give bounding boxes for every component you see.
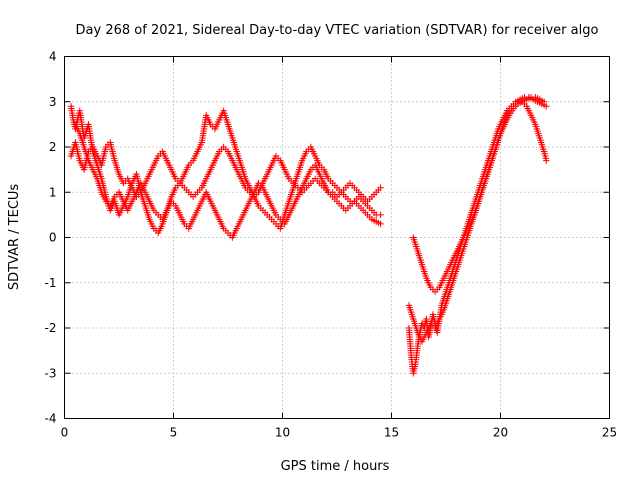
axis-ticks: 0 5 10 15 20 25 -4 -3 -2 -1 0 1 2 3 4 <box>45 50 618 440</box>
grid <box>64 56 610 419</box>
y-tick-label: -4 <box>45 412 57 426</box>
data-point <box>543 157 550 164</box>
y-tick-label: 1 <box>49 185 57 199</box>
series-trace-5 <box>405 98 550 345</box>
x-tick-label: 5 <box>170 426 178 440</box>
series-trace-3 <box>72 121 384 241</box>
data-point <box>377 184 384 191</box>
y-tick-label: 3 <box>49 95 57 109</box>
data-points <box>67 94 550 377</box>
data-point <box>377 220 384 228</box>
y-tick-label: 0 <box>49 231 57 245</box>
y-axis-label: SDTVAR / TECUs <box>7 184 22 291</box>
data-point <box>377 211 384 219</box>
chart-title: Day 268 of 2021, Sidereal Day-to-day VTE… <box>76 23 599 38</box>
x-tick-label: 25 <box>602 426 617 440</box>
y-tick-label: -2 <box>45 321 57 335</box>
y-tick-label: 4 <box>49 50 57 64</box>
x-tick-label: 0 <box>61 426 69 440</box>
y-tick-label: -3 <box>45 366 57 380</box>
series-trace-6 <box>410 94 548 295</box>
y-tick-label: -1 <box>45 276 57 290</box>
x-tick-label: 20 <box>493 426 508 440</box>
series-trace-4 <box>405 94 550 377</box>
data-point <box>543 103 550 110</box>
x-tick-label: 10 <box>275 426 290 440</box>
data-point <box>540 98 548 105</box>
y-tick-label: 2 <box>49 140 57 154</box>
x-tick-label: 15 <box>384 426 399 440</box>
x-axis-label: GPS time / hours <box>281 459 390 474</box>
